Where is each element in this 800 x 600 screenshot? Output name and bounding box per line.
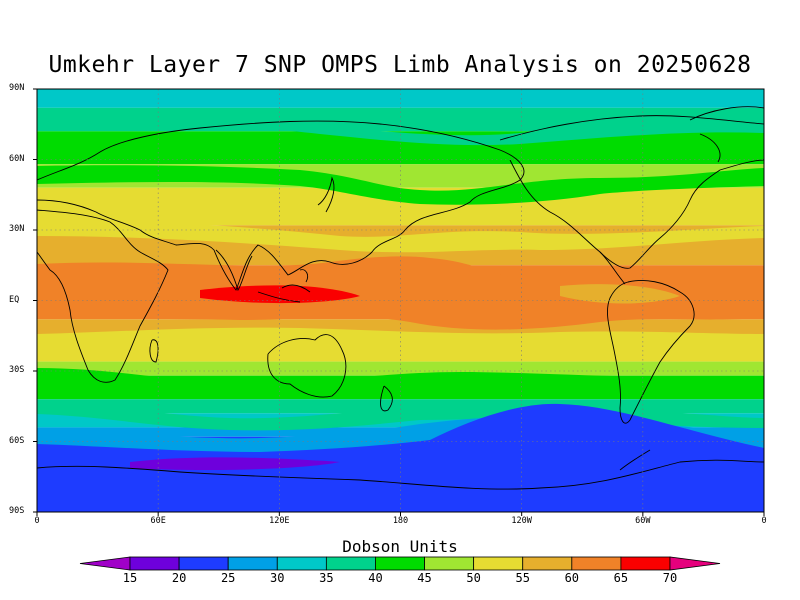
lat-label: 90N xyxy=(9,83,25,93)
coastline xyxy=(215,249,253,292)
colorbar-tick-label: 30 xyxy=(270,571,285,585)
coastline xyxy=(267,334,347,398)
coastline xyxy=(599,251,626,285)
contour-feature xyxy=(310,89,640,102)
lon-label: 60E xyxy=(150,516,166,526)
lon-label: 180 xyxy=(392,516,409,526)
lat-label: 30S xyxy=(9,365,25,375)
lon-label: 0 xyxy=(761,516,767,526)
coastline xyxy=(380,385,393,412)
coastline xyxy=(499,115,764,269)
coastline xyxy=(37,459,764,490)
graticule xyxy=(37,89,764,512)
colorbar-tick-label: 50 xyxy=(466,571,481,585)
lat-label: 90S xyxy=(9,506,25,516)
colorbar-tick-label: 70 xyxy=(662,571,678,585)
colorbar-tick-label: 40 xyxy=(368,571,383,585)
colorbar-tick-label: 60 xyxy=(564,571,580,585)
colorbar-tick-label: 35 xyxy=(319,571,334,585)
lat-label: 30N xyxy=(9,224,25,234)
lat-label: EQ xyxy=(9,294,20,305)
coastlines xyxy=(37,106,764,490)
coastline xyxy=(689,106,764,163)
map-title: Umkehr Layer 7 SNP OMPS Limb Analysis on… xyxy=(48,52,752,78)
lon-label: 0 xyxy=(34,516,40,526)
coastline xyxy=(607,280,695,424)
lat-label: 60N xyxy=(9,153,25,164)
coastline xyxy=(619,449,651,471)
colorbar-title: Dobson Units xyxy=(342,537,458,556)
lon-label: 120E xyxy=(269,516,290,526)
lon-label: 60W xyxy=(635,516,651,526)
coastline xyxy=(37,209,169,383)
contour-feature xyxy=(560,284,680,304)
axis-ticks xyxy=(33,88,765,516)
contour-feature xyxy=(130,457,340,470)
colorbar-tick-label: 45 xyxy=(417,571,432,585)
colorbar-tick-label: 20 xyxy=(171,571,187,585)
lat-label: 60S xyxy=(9,435,25,446)
coastline xyxy=(37,120,525,291)
coastline xyxy=(149,339,159,363)
colorbar-tick-label: 25 xyxy=(220,571,236,585)
coastline xyxy=(257,269,311,303)
contour-feature xyxy=(37,403,764,512)
contour-band xyxy=(37,342,764,362)
colorbar-tick-label: 65 xyxy=(613,571,629,585)
coastline xyxy=(317,176,335,213)
lon-label: 120W xyxy=(511,516,532,526)
colorbar-tick-label: 55 xyxy=(515,571,530,585)
contour-feature xyxy=(37,110,764,146)
contour-feature xyxy=(37,165,764,205)
colorbar-tick-label: 15 xyxy=(122,571,138,585)
contour-feature xyxy=(200,285,360,304)
contour-feature xyxy=(37,221,764,253)
